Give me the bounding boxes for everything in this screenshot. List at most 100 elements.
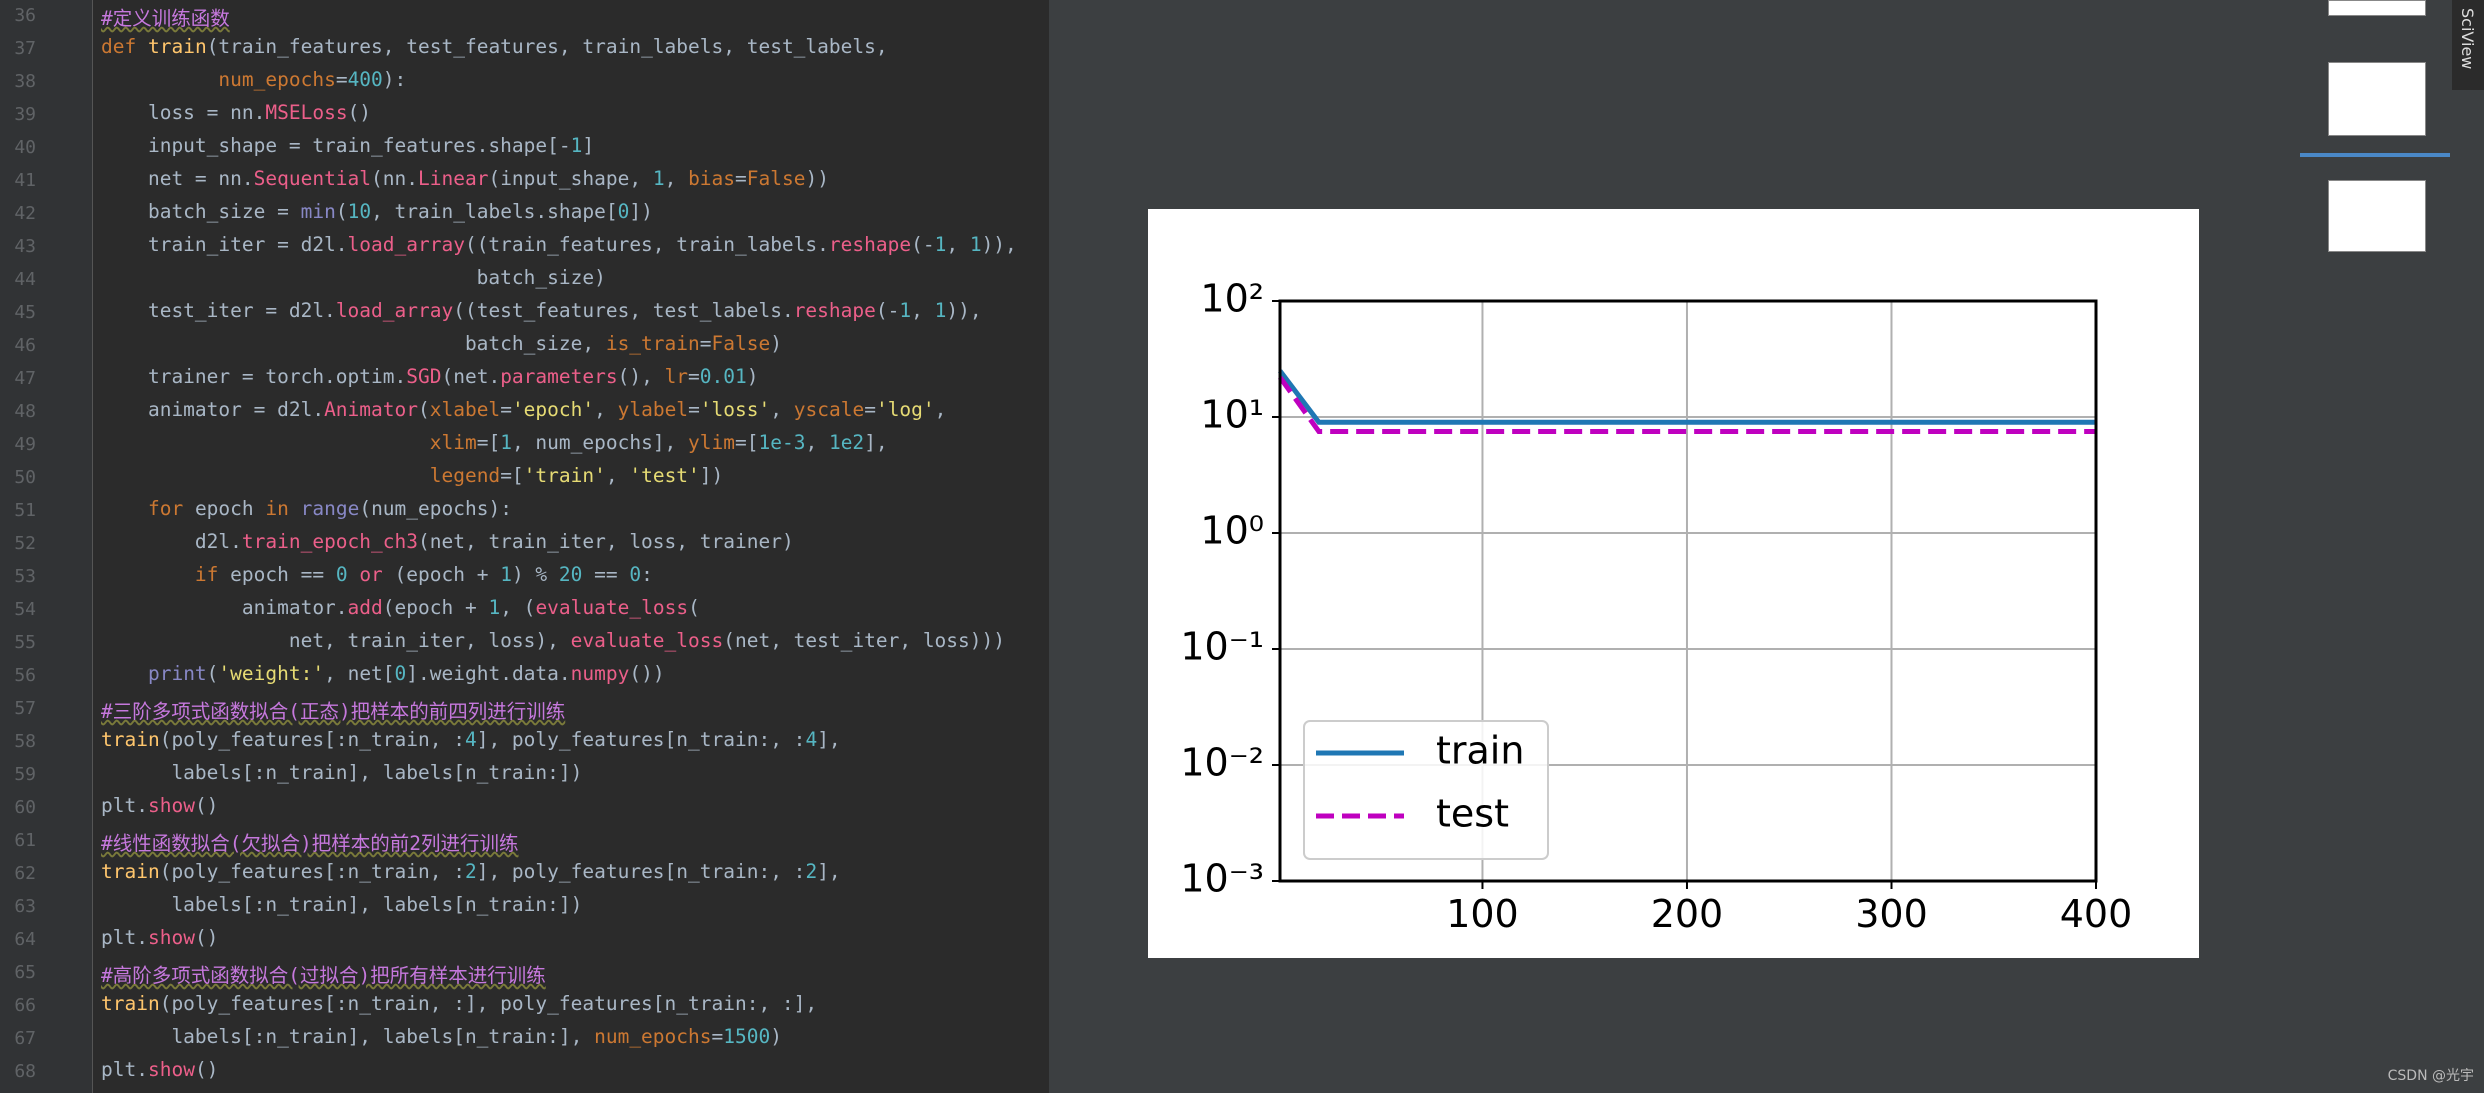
token: lr (664, 365, 689, 388)
x-tick-label: 200 (1651, 892, 1724, 936)
line-number: 51 (14, 500, 36, 521)
token: 1 (500, 563, 512, 586)
line-number: 45 (14, 302, 36, 323)
token: min (300, 200, 336, 223)
token: yscale (793, 398, 865, 421)
plot-thumbnail[interactable] (2328, 180, 2426, 252)
token: False (711, 332, 771, 355)
line-number: 52 (14, 533, 36, 554)
token: 2 (464, 860, 477, 883)
token: 'weight:' (218, 662, 325, 685)
line-number: 68 (14, 1061, 36, 1082)
token: False (746, 167, 806, 190)
line-number: 37 (14, 38, 36, 59)
token: 1500 (723, 1025, 771, 1048)
line-number: 64 (14, 929, 36, 950)
token: for (147, 497, 184, 520)
token: range (300, 497, 360, 520)
plot-thumbnail[interactable] (2328, 0, 2426, 16)
token: num_epochs (218, 68, 336, 91)
token: print (147, 662, 207, 685)
token: reshape (793, 299, 876, 322)
series-line (1278, 369, 2096, 425)
token: is_train (605, 332, 700, 355)
code-line: labels[:n_train], labels[n_train:]) (101, 893, 583, 916)
token: 20 (558, 563, 583, 586)
token: ylim (688, 431, 736, 454)
token: Animator (324, 398, 418, 421)
code-line: batch_size) (101, 266, 606, 289)
line-number: 67 (14, 1028, 36, 1049)
token: 'epoch' (511, 398, 595, 421)
token: 1 (969, 233, 982, 256)
line-number: 57 (14, 698, 36, 719)
token: add (347, 596, 383, 619)
token: 1 (934, 299, 947, 322)
watermark: CSDN @光宇 (2387, 1068, 2474, 1084)
line-number: 66 (14, 995, 36, 1016)
token: 1e-3 (758, 431, 806, 454)
token: 4 (464, 728, 477, 751)
code-line: xlim=[1, num_epochs], ylim=[1e-3, 1e2], (429, 431, 888, 454)
line-number: 58 (14, 731, 36, 752)
token: train_epoch_ch3 (241, 530, 418, 553)
token: train (101, 728, 160, 751)
figure-background (1148, 209, 2199, 958)
token: 1 (500, 431, 512, 454)
line-number: 50 (14, 467, 36, 488)
token: 1e2 (828, 431, 865, 454)
line-number: 56 (14, 665, 36, 686)
line-number: 62 (14, 863, 36, 884)
token: 0 (617, 200, 630, 223)
token: 1 (934, 233, 947, 256)
plot-thumbnail[interactable] (2328, 62, 2426, 136)
line-number: 49 (14, 434, 36, 455)
line-number: 39 (14, 104, 36, 125)
code-line: print('weight:', net[0].weight.data.nump… (147, 662, 665, 685)
token: 4 (805, 728, 818, 751)
code-line: train_iter = d2l.load_array((train_featu… (101, 233, 1017, 256)
code-line: plt.show() (101, 1058, 219, 1081)
series-line (1277, 375, 2096, 434)
token: 'test' (629, 464, 700, 487)
token: #三阶多项式函数拟合(正态)把样本的前四列进行训练 (101, 700, 566, 723)
y-tick-label: 10⁰ (1200, 509, 1264, 553)
y-tick-label: 10⁻¹ (1180, 625, 1264, 669)
token: parameters (500, 365, 618, 388)
sciview-tab[interactable]: SciView (2452, 0, 2484, 90)
line-number: 63 (14, 896, 36, 917)
line-number: 38 (14, 71, 36, 92)
y-tick-label: 10² (1200, 277, 1264, 321)
token: in (265, 497, 289, 520)
token: legend (429, 464, 501, 487)
line-number: 48 (14, 401, 36, 422)
token: 'log' (875, 398, 935, 421)
line-number: 41 (14, 170, 36, 191)
token: 1 (570, 134, 583, 157)
code-line: legend=['train', 'test']) (429, 464, 724, 487)
token: train (147, 35, 207, 58)
line-number: 61 (14, 830, 36, 851)
x-tick-label: 400 (2060, 892, 2133, 936)
code-line: num_epochs=400): (218, 68, 407, 91)
plot-frame (1278, 299, 2098, 883)
code-line: animator.add(epoch + 1, (evaluate_loss( (101, 596, 700, 619)
legend-label: train (1436, 729, 1524, 773)
token: 10 (347, 200, 372, 223)
token: xlim (429, 431, 477, 454)
token: xlabel (429, 398, 501, 421)
code-line: #定义训练函数 (101, 2, 230, 31)
x-tick-label: 300 (1855, 892, 1928, 936)
code-line: plt.show() (101, 794, 219, 817)
token: 0.01 (699, 365, 747, 388)
line-number: 54 (14, 599, 36, 620)
token: SGD (406, 365, 442, 388)
token: evaluate_loss (570, 629, 724, 652)
selection-bar (2300, 153, 2450, 157)
token: def (101, 35, 137, 58)
code-line: trainer = torch.optim.SGD(net.parameters… (101, 365, 759, 388)
gutter: 36 37 38 39 40 41 42 43 44 45 46 47 48 49 50 51 52 53 54 55… (0, 0, 93, 1093)
token: show (147, 794, 195, 817)
token: numpy (570, 662, 630, 685)
line-number: 43 (14, 236, 36, 257)
